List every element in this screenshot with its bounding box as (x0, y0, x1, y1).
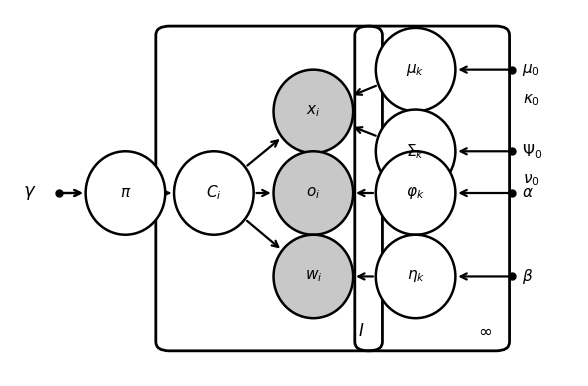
Ellipse shape (86, 151, 165, 235)
Text: $C_i$: $C_i$ (206, 184, 222, 202)
Text: $\nu_0$: $\nu_0$ (523, 173, 540, 188)
Text: $x_i$: $x_i$ (306, 103, 320, 119)
Text: $\beta$: $\beta$ (522, 267, 533, 286)
Text: I: I (358, 322, 363, 340)
Text: $\eta_k$: $\eta_k$ (406, 268, 425, 284)
Text: $\mu_0$: $\mu_0$ (522, 62, 540, 78)
Text: $\alpha$: $\alpha$ (522, 186, 534, 200)
Text: $\Sigma_k$: $\Sigma_k$ (406, 142, 425, 161)
Text: $\infty$: $\infty$ (478, 322, 492, 340)
Ellipse shape (273, 151, 353, 235)
Text: $\kappa_0$: $\kappa_0$ (523, 93, 540, 108)
Ellipse shape (376, 235, 455, 318)
Ellipse shape (376, 110, 455, 193)
Text: $w_i$: $w_i$ (305, 269, 322, 284)
Text: $\varphi_k$: $\varphi_k$ (406, 185, 425, 201)
Text: $\Psi_0$: $\Psi_0$ (522, 142, 543, 161)
Text: $\mu_k$: $\mu_k$ (406, 62, 425, 78)
Text: $o_i$: $o_i$ (306, 185, 320, 201)
Ellipse shape (376, 151, 455, 235)
Ellipse shape (273, 69, 353, 153)
Text: $\pi$: $\pi$ (120, 186, 131, 200)
Text: $\gamma$: $\gamma$ (23, 184, 36, 202)
Ellipse shape (376, 28, 455, 112)
Ellipse shape (174, 151, 253, 235)
Ellipse shape (273, 235, 353, 318)
